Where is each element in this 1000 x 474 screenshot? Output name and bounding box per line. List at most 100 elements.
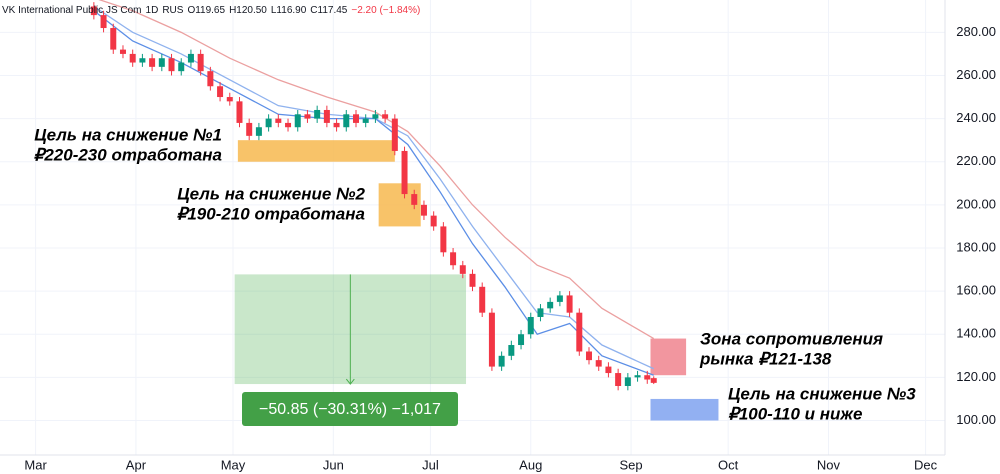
y-tick-label: 260.00 xyxy=(956,67,996,82)
candle-body xyxy=(537,308,544,317)
x-tick-label: Aug xyxy=(519,457,542,472)
candle-body xyxy=(168,58,175,72)
annotation: рынка ₽121-138 xyxy=(699,349,832,368)
candle-body xyxy=(285,122,292,128)
candle-body xyxy=(401,150,408,195)
candle-body xyxy=(586,351,593,361)
candle-body xyxy=(129,53,136,63)
x-tick-label: Oct xyxy=(718,457,739,472)
candle-body xyxy=(236,101,243,123)
candle-body xyxy=(217,86,224,98)
candle-body xyxy=(527,316,534,335)
ohlc-change: −2.20 (−1.84%) xyxy=(351,5,420,16)
moving-average xyxy=(93,5,655,370)
candle-body xyxy=(275,118,282,123)
candle-body xyxy=(255,127,262,136)
measure-arrowhead xyxy=(345,378,355,385)
x-tick-label: Jul xyxy=(422,457,439,472)
annotation: ₽190-210 отработана xyxy=(177,204,365,223)
y-tick-label: 100.00 xyxy=(956,412,996,427)
header: VK International Public JS Com 1D RUS O119.… xyxy=(2,5,420,16)
candle-body xyxy=(323,109,330,123)
candle-body xyxy=(498,355,505,367)
candle-body xyxy=(459,265,466,274)
annotation: Зона сопротивления xyxy=(700,329,883,348)
candle-body xyxy=(265,118,272,128)
ohlc-open: O119.65 xyxy=(187,5,225,16)
measure-label: −50.85 (−30.31%) −1,017 xyxy=(259,401,441,418)
candle-body xyxy=(343,114,350,128)
measure-label-bg xyxy=(242,392,458,426)
x-tick-label: Nov xyxy=(817,457,841,472)
ohlc-high: H120.50 xyxy=(229,5,267,16)
x-tick-label: Jun xyxy=(323,457,344,472)
candle-body xyxy=(304,114,311,119)
y-tick-label: 240.00 xyxy=(956,110,996,125)
candle-body xyxy=(158,58,165,67)
x-tick-label: May xyxy=(221,457,246,472)
x-tick-label: Mar xyxy=(24,457,47,472)
candle-body xyxy=(110,28,117,50)
candle-body xyxy=(644,375,651,380)
candle-body xyxy=(372,114,379,119)
candle-body xyxy=(314,109,321,119)
y-tick-label: 200.00 xyxy=(956,196,996,211)
exchange: RUS xyxy=(162,5,183,16)
ohlc-low: L116.90 xyxy=(271,5,307,16)
annotation: Цель на снижение №3 xyxy=(728,384,916,403)
candle-body xyxy=(187,53,194,63)
candle-body xyxy=(508,345,515,356)
candle-body xyxy=(139,58,146,63)
candle-body xyxy=(246,122,253,136)
x-tick-label: Sep xyxy=(620,457,643,472)
candle-body xyxy=(352,114,359,123)
y-tick-label: 160.00 xyxy=(956,283,996,298)
candle-body xyxy=(547,301,554,309)
candle-body xyxy=(556,295,563,302)
candle-body xyxy=(430,215,437,227)
candle-body xyxy=(605,366,612,374)
candle-body xyxy=(650,378,657,383)
interval: 1D xyxy=(146,5,159,16)
y-tick-label: 220.00 xyxy=(956,153,996,168)
annotation: ₽100-110 и ниже xyxy=(728,404,862,423)
candle-body xyxy=(624,377,631,386)
candle-body xyxy=(488,312,495,367)
moving-average xyxy=(93,10,654,376)
candle-body xyxy=(226,97,233,102)
zone xyxy=(650,338,687,376)
candle-body xyxy=(615,373,622,386)
candle-body xyxy=(90,6,97,16)
candle-body xyxy=(566,295,573,313)
grid xyxy=(0,0,945,455)
candle-body xyxy=(119,49,126,54)
candle-body xyxy=(634,375,641,378)
candle-body xyxy=(440,226,447,253)
candle-body xyxy=(469,273,476,287)
candle-body xyxy=(294,114,301,128)
candle-body xyxy=(100,15,107,29)
annotation: Цель на снижение №1 xyxy=(34,125,222,144)
symbol: VK International Public JS Com xyxy=(2,5,142,16)
candle-body xyxy=(576,312,583,352)
candle-body xyxy=(479,286,486,313)
candle-body xyxy=(450,252,457,266)
candle-body xyxy=(333,122,340,128)
candle-body xyxy=(595,360,602,367)
x-tick-label: Apr xyxy=(126,457,147,472)
x-tick-label: Dec xyxy=(914,457,938,472)
annotation: Цель на снижение №2 xyxy=(177,184,365,203)
candle-body xyxy=(178,62,185,72)
y-tick-label: 280.00 xyxy=(956,24,996,39)
candle-body xyxy=(197,53,204,72)
candle-body xyxy=(149,58,156,67)
y-tick-label: 180.00 xyxy=(956,239,996,254)
candle-body xyxy=(411,194,418,205)
y-tick-label: 140.00 xyxy=(956,326,996,341)
candle-body xyxy=(207,71,214,87)
candle-body xyxy=(362,118,369,123)
